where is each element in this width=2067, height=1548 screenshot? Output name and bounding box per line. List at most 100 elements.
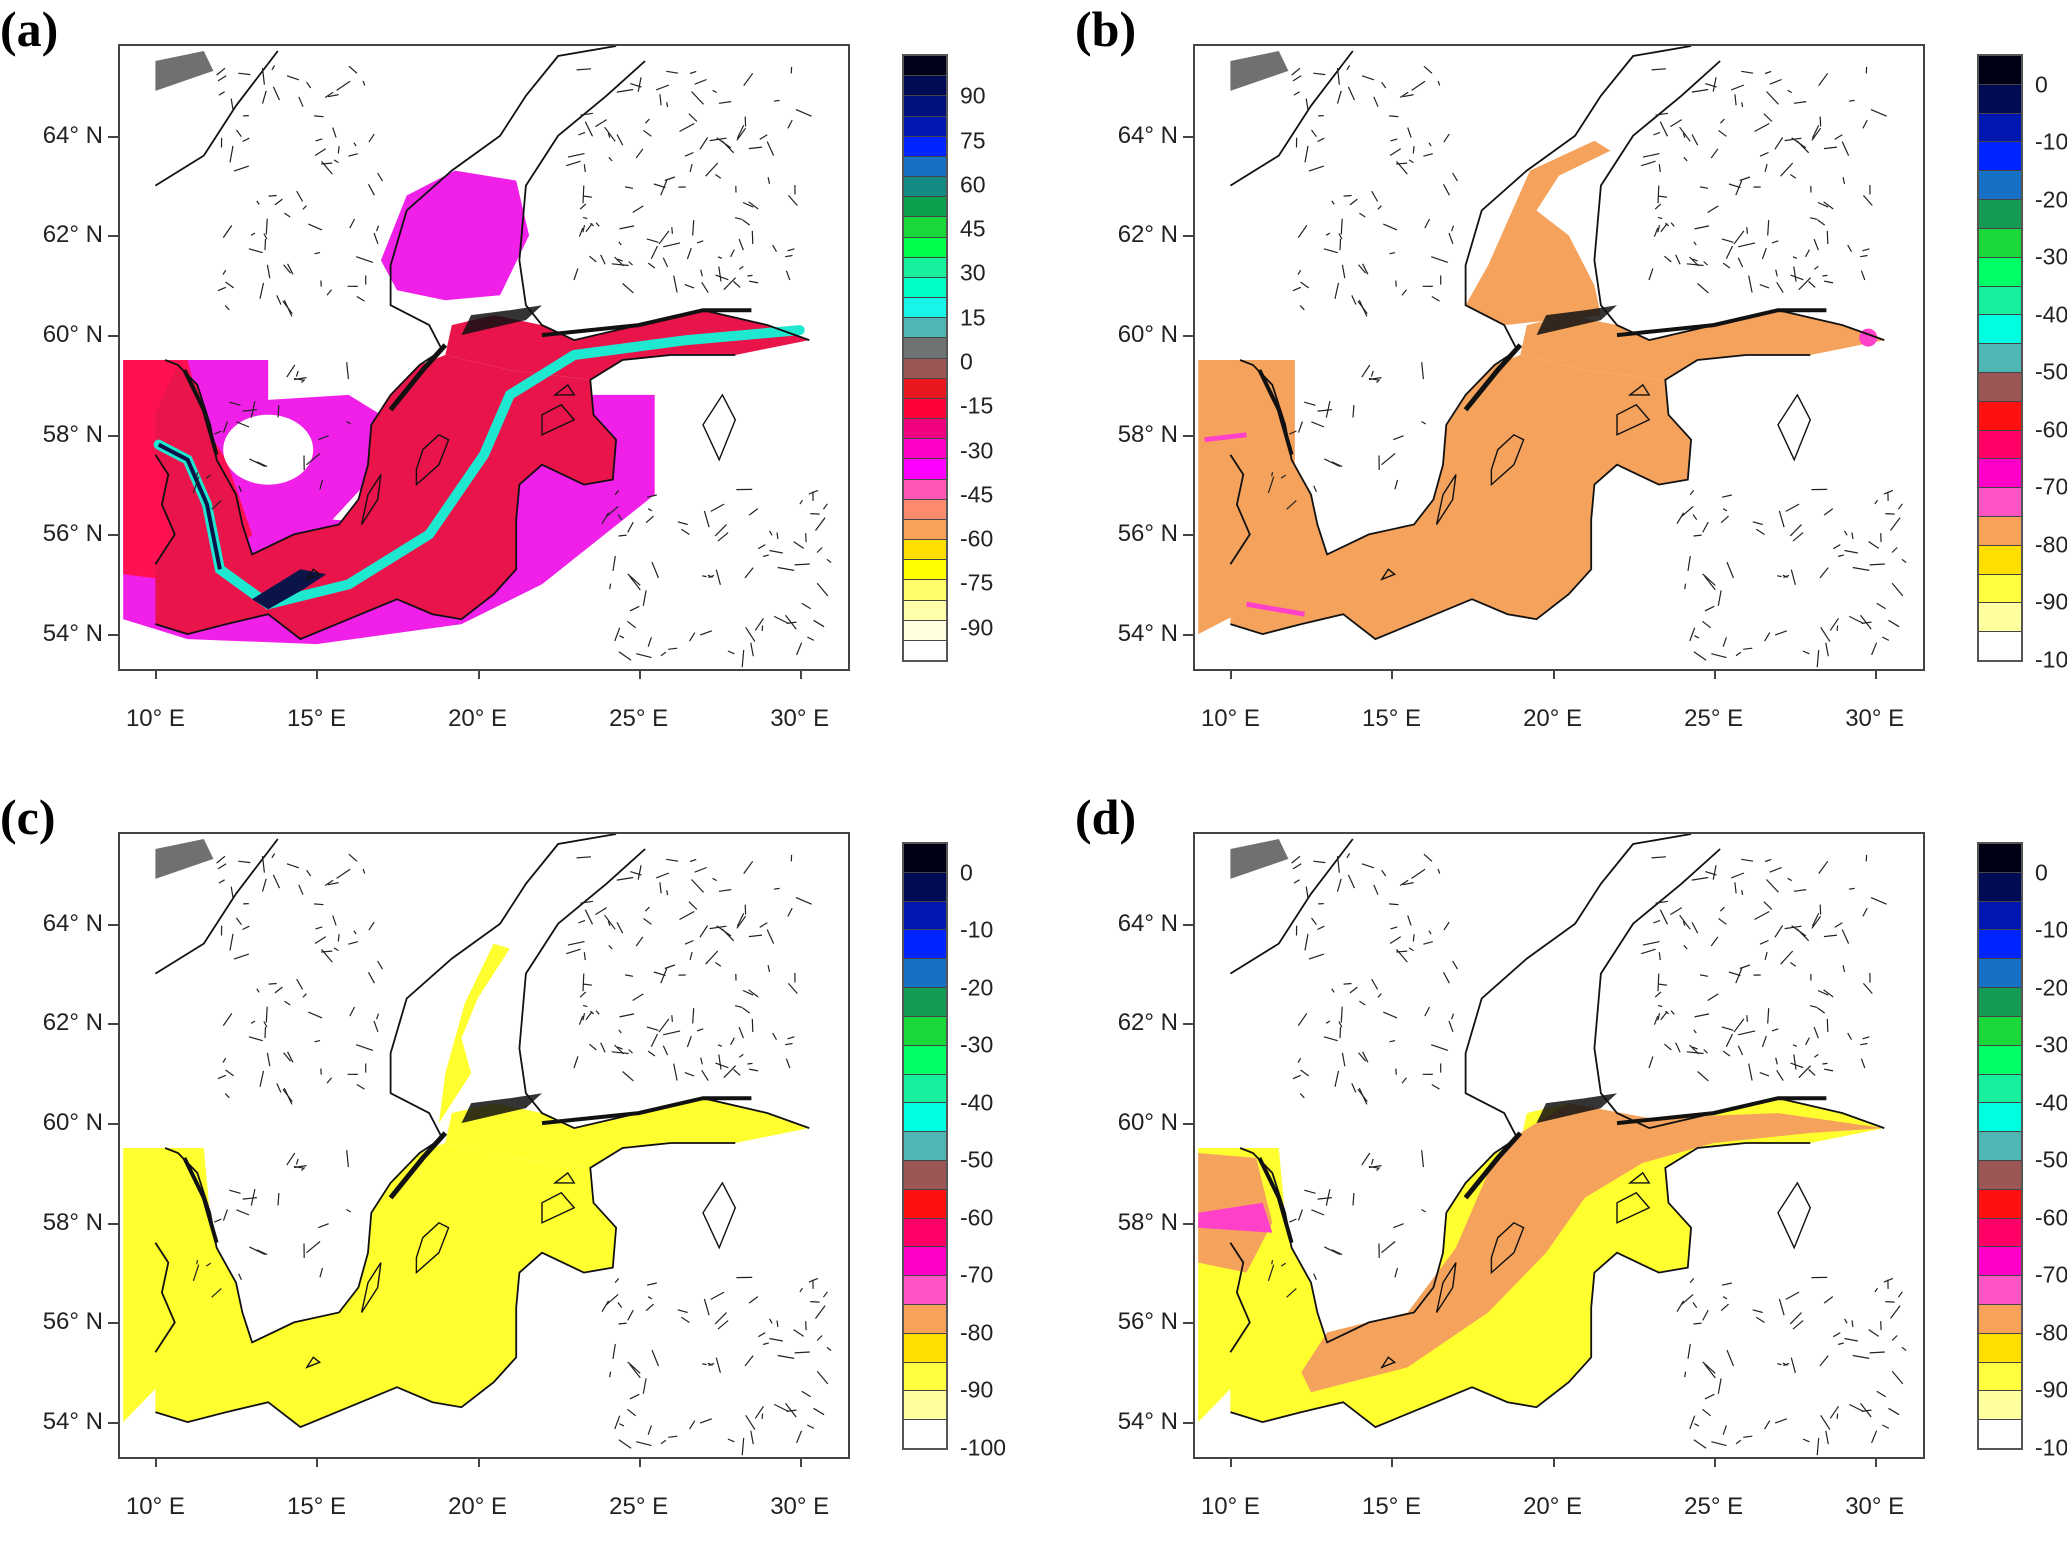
lat-tick: [108, 1223, 118, 1225]
lon-label: 15° E: [1362, 705, 1421, 733]
lat-label: 64° N: [1118, 122, 1178, 150]
colorbar-label: -80: [2035, 531, 2067, 558]
colorbar-swatch: [904, 1161, 946, 1190]
colorbar-swatch: [1979, 229, 2021, 258]
lon-tick: [478, 669, 480, 679]
colorbar-swatch: [904, 197, 946, 217]
lat-tick: [1183, 1322, 1193, 1324]
colorbar-swatch: [904, 96, 946, 116]
map-frame: [1193, 44, 1925, 671]
colorbar-swatch: [904, 338, 946, 358]
colorbar-swatch: [1979, 1075, 2021, 1104]
lat-label: 56° N: [1118, 1308, 1178, 1336]
lon-label: 15° E: [287, 1493, 346, 1521]
colorbar-swatch: [1979, 488, 2021, 517]
colorbar-swatch: [1979, 1334, 2021, 1363]
colorbar: [1977, 54, 2023, 662]
colorbar-swatch: [904, 419, 946, 439]
colorbar-swatch: [904, 560, 946, 580]
colorbar-swatch: [1979, 1046, 2021, 1075]
lon-label: 10° E: [1201, 705, 1260, 733]
lon-label: 15° E: [287, 705, 346, 733]
lat-tick: [1183, 335, 1193, 337]
colorbar-label: -40: [960, 1089, 993, 1116]
colorbar-swatch: [1979, 344, 2021, 373]
colorbar-swatch: [904, 439, 946, 459]
lon-tick: [1714, 1457, 1716, 1467]
colorbar-label: -90: [2035, 1377, 2067, 1404]
colorbar-swatch: [904, 1276, 946, 1305]
colorbar-swatch: [904, 873, 946, 902]
lat-label: 56° N: [43, 1308, 103, 1336]
colorbar-label: -90: [960, 1377, 993, 1404]
lon-label: 25° E: [1684, 1493, 1743, 1521]
colorbar-swatch: [1979, 114, 2021, 143]
colorbar-swatch: [904, 399, 946, 419]
colorbar-swatch: [904, 1132, 946, 1161]
colorbar-label: 0: [960, 859, 973, 886]
map-frame: [1193, 832, 1925, 1459]
lat-label: 56° N: [1118, 520, 1178, 548]
colorbar-swatch: [904, 520, 946, 540]
colorbar-swatch: [904, 318, 946, 338]
lat-tick: [1183, 235, 1193, 237]
colorbar-label: -30: [2035, 244, 2067, 271]
lat-label: 62° N: [1118, 221, 1178, 249]
lon-tick: [478, 1457, 480, 1467]
colorbar-swatch: [1979, 1276, 2021, 1305]
colorbar-swatch: [904, 930, 946, 959]
lon-label: 10° E: [126, 705, 185, 733]
colorbar-swatch: [1979, 1247, 2021, 1276]
colorbar-label: -100: [2035, 1435, 2067, 1462]
colorbar-label: -50: [2035, 359, 2067, 386]
lat-tick: [1183, 136, 1193, 138]
colorbar-label: 60: [960, 171, 986, 198]
lon-label: 20° E: [448, 705, 507, 733]
colorbar-swatch: [904, 500, 946, 520]
lat-tick: [1183, 1023, 1193, 1025]
colorbar-swatch: [904, 137, 946, 157]
colorbar-label: -10: [2035, 129, 2067, 156]
map-svg: [1195, 46, 1923, 669]
colorbar: [902, 54, 948, 662]
lon-label: 20° E: [1523, 1493, 1582, 1521]
colorbar-label: -60: [2035, 416, 2067, 443]
lon-tick: [155, 669, 157, 679]
colorbar-swatch: [904, 621, 946, 641]
panel-label: (a): [0, 0, 58, 58]
lon-label: 30° E: [770, 1493, 829, 1521]
colorbar-swatch: [904, 580, 946, 600]
lat-label: 64° N: [43, 910, 103, 938]
colorbar-swatch: [1979, 873, 2021, 902]
map-svg: [120, 46, 848, 669]
colorbar-swatch: [1979, 85, 2021, 114]
colorbar-swatch: [904, 1075, 946, 1104]
colorbar-swatch: [904, 1247, 946, 1276]
colorbar-label: 0: [2035, 859, 2048, 886]
colorbar-swatch: [1979, 1017, 2021, 1046]
colorbar-label: -80: [2035, 1319, 2067, 1346]
lat-label: 60° N: [1118, 321, 1178, 349]
lon-tick: [1230, 1457, 1232, 1467]
panel-label: (b): [1075, 0, 1136, 58]
lon-tick: [1553, 1457, 1555, 1467]
lon-tick: [1875, 1457, 1877, 1467]
lon-label: 30° E: [1845, 1493, 1904, 1521]
colorbar-label: 75: [960, 127, 986, 154]
colorbar-swatch: [904, 988, 946, 1017]
colorbar-swatch: [1979, 575, 2021, 604]
colorbar-swatch: [1979, 930, 2021, 959]
lat-tick: [1183, 1223, 1193, 1225]
lon-tick: [800, 1457, 802, 1467]
lat-tick: [108, 1123, 118, 1125]
lat-label: 54° N: [43, 620, 103, 648]
data-field: [1198, 1098, 1884, 1427]
map-svg: [1195, 834, 1923, 1457]
lon-tick: [1875, 669, 1877, 679]
colorbar-swatch: [904, 601, 946, 621]
colorbar-label: -80: [960, 1319, 993, 1346]
colorbar-swatch: [904, 117, 946, 137]
